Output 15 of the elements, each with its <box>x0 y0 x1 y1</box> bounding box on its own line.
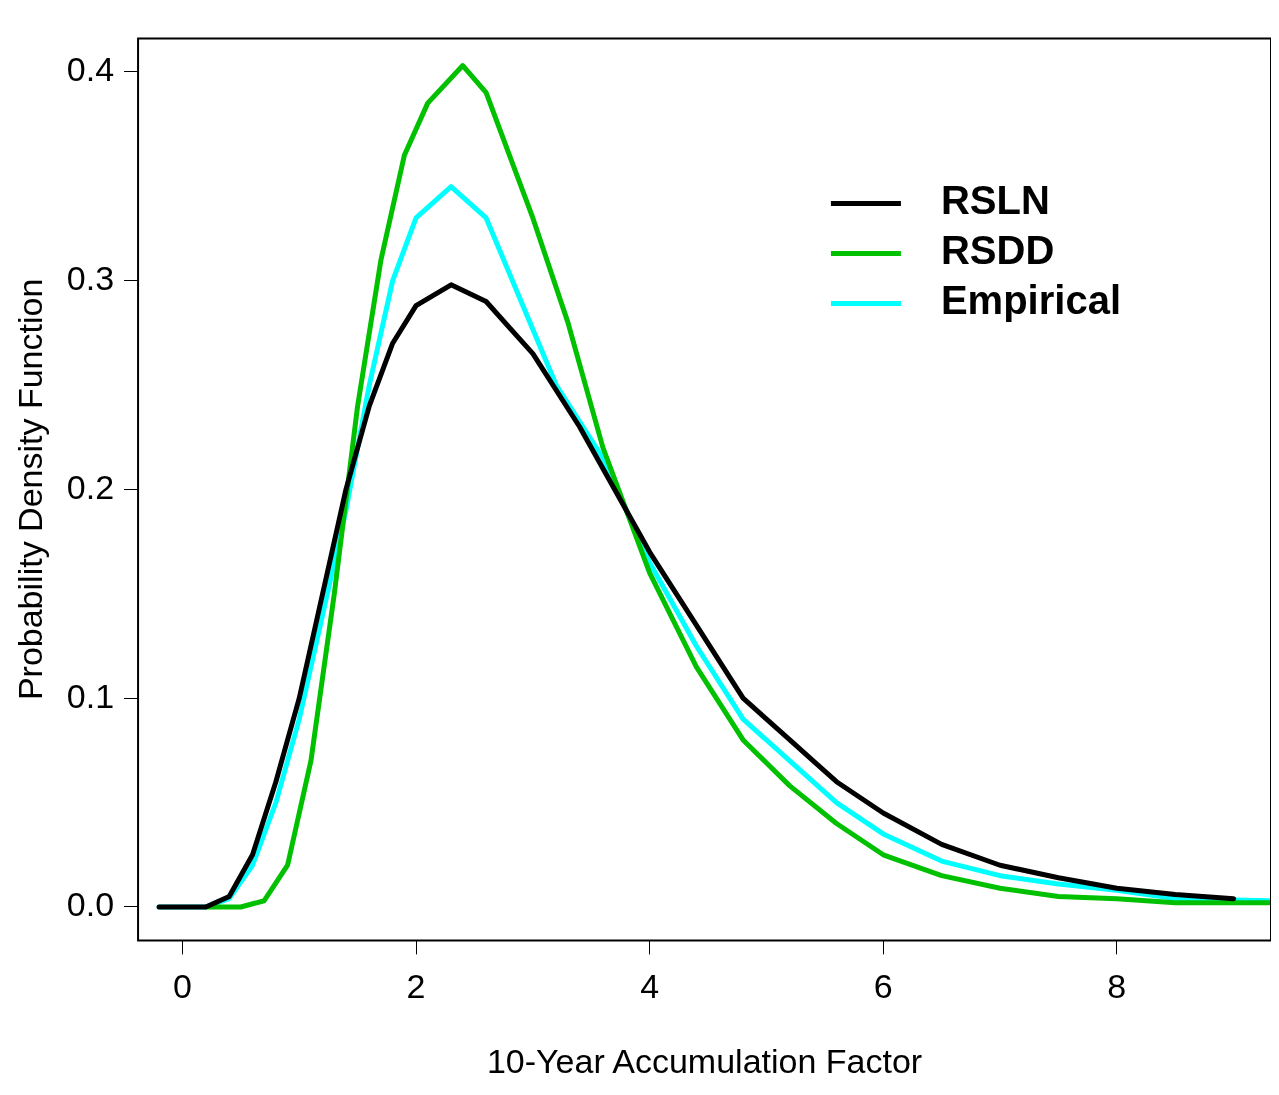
legend-label: RSLN <box>940 178 1050 223</box>
x-tick-label: 2 <box>406 967 426 1006</box>
legend-label: Empirical <box>940 278 1121 323</box>
x-tick-label: 6 <box>873 967 893 1006</box>
x-tick-label: 0 <box>172 967 192 1006</box>
x-axis-title: 10-Year Accumulation Factor <box>486 1041 923 1080</box>
legend-label: RSDD <box>940 228 1055 273</box>
y-axis-title: Probability Density Function <box>10 278 49 701</box>
y-tick-label: 0.4 <box>66 50 115 89</box>
y-tick-label: 0.1 <box>66 676 115 715</box>
x-tick-label: 4 <box>640 967 660 1006</box>
y-tick-label: 0.2 <box>66 467 115 506</box>
y-tick-label: 0.3 <box>66 258 115 297</box>
x-tick-label: 8 <box>1107 967 1127 1006</box>
y-tick-label: 0.0 <box>66 885 115 924</box>
